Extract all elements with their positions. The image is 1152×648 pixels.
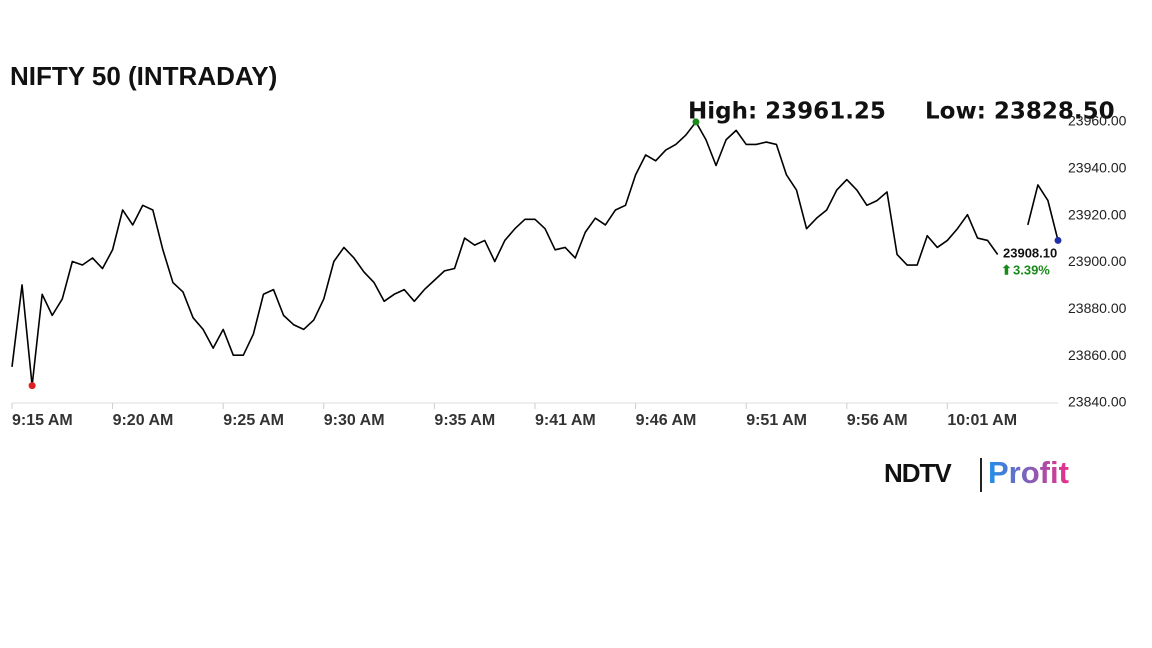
price-line	[11, 121, 1059, 387]
high-label: High: 23961.25	[688, 99, 886, 125]
last-dot	[1054, 236, 1062, 244]
x-tick-label: 9:35 AM	[434, 412, 495, 429]
x-tick-label: 10:01 AM	[947, 412, 1017, 429]
y-tick-label: 23920.00	[1068, 206, 1127, 222]
y-tick-label: 23900.00	[1068, 253, 1127, 269]
change-label: 3.39%	[1013, 262, 1050, 277]
x-tick-label: 9:20 AM	[113, 412, 174, 429]
y-tick-label: 23840.00	[1068, 394, 1127, 410]
x-tick-label: 9:25 AM	[223, 412, 284, 429]
low-label: Low: 23828.50	[925, 99, 1115, 125]
logo-profit: Profit	[988, 455, 1069, 490]
chart-title: NIFTY 50 (INTRADAY)	[10, 61, 277, 91]
x-tick-label: 9:51 AM	[746, 412, 807, 429]
change-arrow: ⬆	[1001, 262, 1012, 277]
x-tick-label: 9:41 AM	[535, 412, 596, 429]
x-tick-label: 9:46 AM	[636, 412, 697, 429]
y-tick-label: 23960.00	[1068, 113, 1127, 129]
last-price: 23908.10	[1003, 245, 1057, 260]
y-tick-label: 23940.00	[1068, 160, 1127, 176]
y-tick-label: 23860.00	[1068, 347, 1127, 363]
high-dot	[692, 118, 700, 126]
low-dot	[28, 382, 36, 390]
x-tick-label: 9:15 AM	[12, 412, 73, 429]
x-tick-label: 9:30 AM	[324, 412, 385, 429]
y-tick-label: 23880.00	[1068, 300, 1127, 316]
x-tick-label: 9:56 AM	[847, 412, 908, 429]
logo-ndtv: NDTV	[884, 458, 952, 488]
